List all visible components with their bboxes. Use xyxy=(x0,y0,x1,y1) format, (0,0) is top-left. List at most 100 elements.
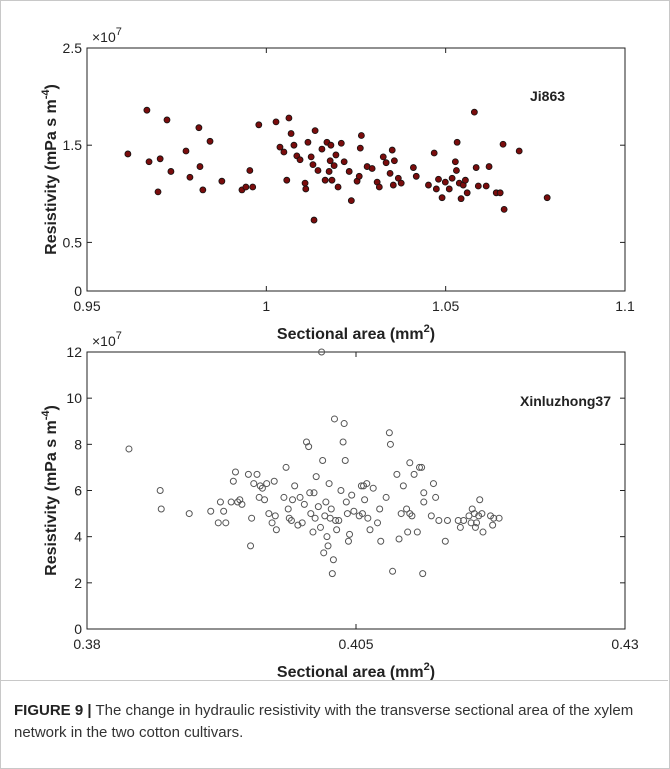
point xyxy=(302,185,310,193)
point xyxy=(249,183,257,191)
y-tick-label: 0 xyxy=(74,621,82,637)
point xyxy=(185,510,193,518)
point xyxy=(207,507,215,515)
point xyxy=(301,179,309,187)
point xyxy=(285,114,293,122)
point xyxy=(340,420,348,428)
point xyxy=(300,500,308,508)
point xyxy=(342,498,350,506)
point xyxy=(309,161,317,169)
point xyxy=(451,158,459,166)
point xyxy=(366,526,374,534)
point xyxy=(341,456,349,464)
point xyxy=(280,148,288,156)
point xyxy=(199,186,207,194)
point xyxy=(432,185,440,193)
y-axis-label: Resistivity (mPa s m-4) xyxy=(40,405,60,576)
x-axis-label-sup: 2 xyxy=(424,661,430,673)
point xyxy=(420,489,428,497)
point xyxy=(375,183,383,191)
annotation: Xinluzhong37 xyxy=(520,393,611,409)
point xyxy=(324,542,332,550)
point xyxy=(271,512,279,520)
point xyxy=(182,147,190,155)
y-tick-label: 8 xyxy=(74,436,82,452)
y-axis-label-text: Resistivity (mPa s m xyxy=(43,420,60,576)
point xyxy=(214,519,222,527)
point xyxy=(156,155,164,163)
point xyxy=(385,429,393,437)
point xyxy=(296,156,304,164)
x-axis-label-text: Sectional area (mm xyxy=(277,326,424,343)
point xyxy=(284,505,292,513)
point xyxy=(304,138,312,146)
y-axis-label-sup: -4 xyxy=(40,89,52,100)
point xyxy=(389,567,397,575)
point xyxy=(307,510,315,518)
caption-text: The change in hydraulic resistivity with… xyxy=(14,702,634,741)
x-tick-label: 1.05 xyxy=(432,298,459,314)
point xyxy=(339,438,347,446)
point xyxy=(227,498,235,506)
point xyxy=(327,141,335,149)
point xyxy=(461,176,469,184)
multiplier-base: ×10 xyxy=(92,29,116,45)
point xyxy=(410,470,418,478)
point xyxy=(196,163,204,170)
point xyxy=(298,519,306,527)
point xyxy=(347,197,355,205)
point xyxy=(343,510,351,518)
point xyxy=(435,175,442,183)
y-axis-label-tail: ) xyxy=(43,405,60,410)
point xyxy=(397,510,405,518)
point xyxy=(490,514,498,522)
point xyxy=(435,517,443,525)
multiplier-exp: 7 xyxy=(116,330,122,342)
point xyxy=(332,151,340,159)
point xyxy=(328,570,336,578)
point xyxy=(358,510,366,518)
point xyxy=(438,194,446,202)
x-tick-label: 1 xyxy=(262,298,270,314)
x-tick-label: 1.1 xyxy=(615,298,635,314)
point xyxy=(348,491,356,499)
point xyxy=(350,507,358,515)
caption-label: FIGURE 9 | xyxy=(14,702,92,719)
point xyxy=(470,108,478,116)
point xyxy=(346,530,354,538)
point xyxy=(406,510,414,518)
point xyxy=(329,556,337,564)
point xyxy=(448,174,456,182)
point xyxy=(256,482,264,490)
x-axis-label-sup: 2 xyxy=(424,323,430,335)
point xyxy=(393,470,401,478)
point xyxy=(316,523,324,531)
point xyxy=(382,159,390,167)
point xyxy=(515,147,523,155)
point xyxy=(432,493,440,501)
point xyxy=(404,528,412,536)
point xyxy=(154,188,162,196)
y-tick-label: 2 xyxy=(74,575,82,591)
point xyxy=(386,169,394,177)
point xyxy=(125,445,133,453)
multiplier-base: ×10 xyxy=(92,333,116,349)
point xyxy=(363,480,371,488)
point xyxy=(499,140,507,148)
point xyxy=(337,139,345,147)
point xyxy=(318,348,326,356)
point xyxy=(145,158,153,166)
point xyxy=(327,505,335,513)
multiplier: ×107 xyxy=(92,26,122,45)
point xyxy=(473,519,481,527)
point xyxy=(495,514,503,522)
point xyxy=(229,477,237,485)
point xyxy=(270,477,278,485)
point xyxy=(285,514,293,522)
x-axis-label: Sectional area (mm2) xyxy=(277,323,435,343)
y-tick-label: 4 xyxy=(74,529,82,545)
point xyxy=(376,505,384,513)
point xyxy=(287,130,295,137)
point xyxy=(457,195,465,203)
